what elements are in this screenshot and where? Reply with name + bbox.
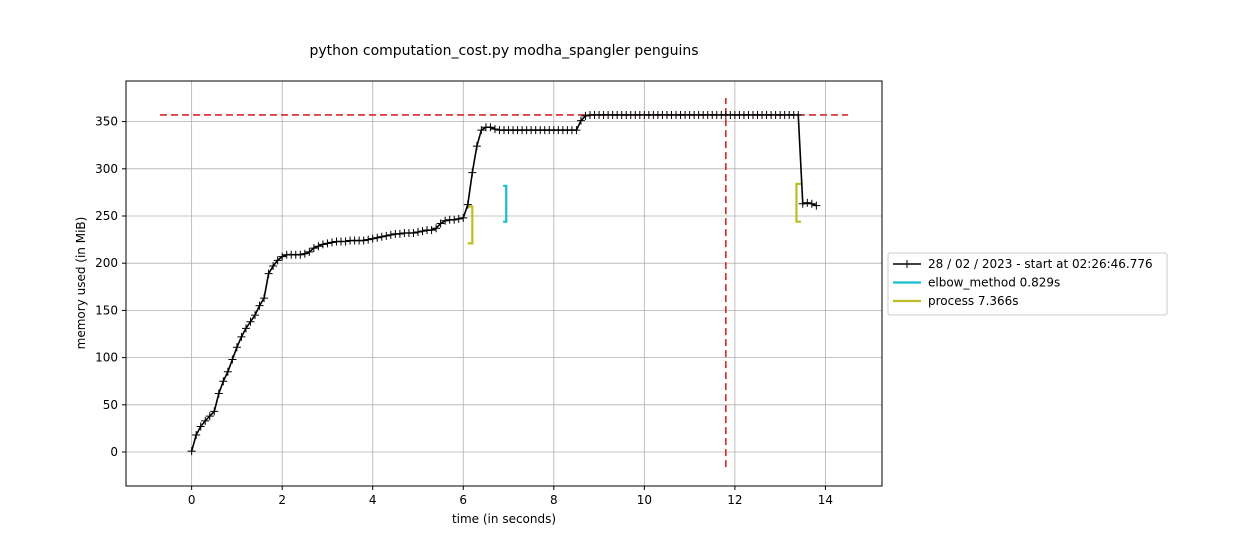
x-axis-ticks: 0 2 4 6 8 10 12 14	[188, 486, 833, 507]
data-point-marker	[309, 244, 318, 253]
y-tick-label: 150	[95, 303, 118, 317]
data-point-marker	[441, 216, 450, 225]
series-group	[187, 110, 821, 456]
x-tick-label: 8	[550, 493, 558, 507]
data-point-marker	[490, 125, 499, 134]
data-point-marker	[192, 431, 201, 440]
data-point-marker	[314, 242, 323, 251]
x-tick-label: 10	[637, 493, 652, 507]
data-point-marker	[432, 224, 441, 233]
data-point-marker	[812, 201, 821, 210]
data-point-marker	[463, 200, 472, 209]
data-point-marker	[278, 252, 287, 261]
data-point-marker	[296, 250, 305, 259]
data-point-marker	[232, 343, 241, 352]
data-point-marker	[237, 332, 246, 341]
data-point-marker	[486, 123, 495, 132]
legend-marker	[903, 260, 911, 268]
data-point-marker	[269, 262, 278, 271]
memory-line	[190, 114, 817, 452]
data-point-marker	[327, 238, 336, 247]
data-point-marker	[436, 219, 445, 228]
data-point-marker	[454, 214, 463, 223]
data-point-marker	[472, 142, 481, 151]
y-tick-label: 100	[95, 351, 118, 365]
data-point-marker	[241, 324, 250, 333]
x-tick-label: 4	[369, 493, 377, 507]
data-point-marker	[364, 235, 373, 244]
y-tick-label: 300	[95, 162, 118, 176]
legend-label: 28 / 02 / 2023 - start at 02:26:46.776	[928, 257, 1153, 271]
data-point-marker	[413, 228, 422, 237]
data-point-marker	[576, 116, 585, 125]
y-axis-ticks: 0 50 100 150 200 250 300 350	[95, 115, 126, 459]
data-point-marker	[377, 232, 386, 241]
data-point-marker	[395, 229, 404, 238]
data-point-marker	[798, 199, 807, 208]
reference-lines	[159, 97, 849, 468]
data-point-marker	[219, 377, 228, 386]
x-tick-label: 2	[278, 493, 286, 507]
data-point-marker	[305, 247, 314, 256]
data-point-marker	[341, 237, 350, 246]
data-point-marker	[323, 239, 332, 248]
data-point-marker	[228, 355, 237, 364]
data-point-marker	[210, 407, 219, 416]
data-point-marker	[409, 228, 418, 237]
data-point-marker	[794, 110, 803, 119]
function-bracket	[467, 205, 474, 245]
data-point-marker	[260, 294, 269, 303]
data-point-marker	[427, 226, 436, 235]
data-point-marker	[205, 412, 214, 421]
data-point-marker	[273, 256, 282, 265]
grid-lines	[126, 81, 882, 486]
x-tick-label: 0	[188, 493, 196, 507]
data-point-marker	[468, 168, 477, 177]
function-brackets	[467, 182, 801, 245]
x-axis-label: time (in seconds)	[452, 512, 556, 526]
data-point-marker	[418, 227, 427, 236]
x-tick-label: 14	[818, 493, 833, 507]
data-point-marker	[581, 111, 590, 120]
data-point-marker	[214, 389, 223, 398]
y-tick-label: 0	[110, 445, 118, 459]
data-point-marker	[450, 215, 459, 224]
y-tick-label: 50	[103, 398, 118, 412]
data-point-marker	[264, 269, 273, 278]
data-point-marker	[807, 199, 816, 208]
data-point-marker	[223, 367, 232, 376]
data-point-marker	[459, 213, 468, 222]
data-point-marker	[246, 317, 255, 326]
plot-area-frame	[125, 80, 883, 487]
data-point-marker	[201, 416, 210, 425]
x-tick-label: 6	[459, 493, 467, 507]
data-point-marker	[359, 236, 368, 245]
y-tick-label: 200	[95, 256, 118, 270]
y-tick-label: 250	[95, 209, 118, 223]
legend-box	[887, 252, 1168, 316]
legend-label: elbow_method 0.829s	[928, 276, 1060, 290]
legend: 28 / 02 / 2023 - start at 02:26:46.776 el…	[887, 252, 1168, 316]
data-point-marker	[368, 234, 377, 243]
data-point-marker	[255, 301, 264, 310]
y-tick-label: 350	[95, 115, 118, 129]
data-point-marker	[187, 447, 196, 456]
chart-title: python computation_cost.py modha_spangle…	[309, 43, 698, 59]
legend-label: process 7.366s	[928, 294, 1019, 308]
data-point-marker	[251, 311, 260, 320]
data-point-marker	[300, 249, 309, 258]
data-point-marker	[803, 198, 812, 207]
data-point-marker	[382, 231, 391, 240]
y-axis-label: memory used (in MiB)	[74, 217, 88, 350]
data-point-marker	[386, 230, 395, 239]
x-tick-label: 12	[727, 493, 742, 507]
data-point-marker	[477, 126, 486, 135]
data-point-marker	[373, 233, 382, 242]
data-point-marker	[196, 422, 205, 431]
function-bracket	[503, 184, 508, 223]
data-point-marker	[318, 240, 327, 249]
data-point-marker	[572, 126, 581, 135]
function-bracket	[795, 182, 801, 223]
